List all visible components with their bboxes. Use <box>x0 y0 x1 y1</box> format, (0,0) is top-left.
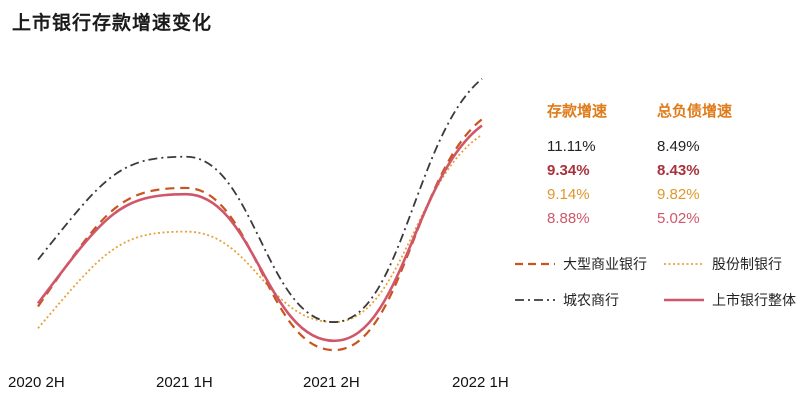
legend-label: 股份制银行 <box>712 256 782 272</box>
legend-item-city-bank: 城农商行 <box>515 290 619 310</box>
legend-label: 上市银行整体 <box>712 292 796 308</box>
table-cell-deposit: 9.34% <box>547 162 590 179</box>
table-cell-deposit: 11.11% <box>547 138 596 155</box>
table-cell-liability: 5.02% <box>657 210 700 227</box>
legend-label: 大型商业银行 <box>563 256 647 272</box>
legend-solid-line-icon <box>664 298 704 302</box>
table-cell-liability: 8.49% <box>657 138 700 155</box>
x-tick-label: 2021 1H <box>156 374 213 391</box>
chart-title: 上市银行存款增速变化 <box>12 13 213 34</box>
x-tick-label: 2020 2H <box>8 374 65 391</box>
legend-dashed-line-icon <box>515 262 555 266</box>
table-header-liability: 总负债增速 <box>657 103 733 120</box>
legend-dotted-line-icon <box>664 263 704 265</box>
legend-label: 城农商行 <box>563 292 619 308</box>
legend-item-overall: 上市银行整体 <box>664 290 796 310</box>
x-tick-label: 2021 2H <box>303 374 360 391</box>
table-cell-liability: 9.82% <box>657 186 700 203</box>
table-cell-deposit: 9.14% <box>547 186 590 203</box>
series-line-2 <box>37 78 483 323</box>
legend-item-large-bank: 大型商业银行 <box>515 254 647 274</box>
legend-dashdot-line-icon <box>515 299 555 301</box>
table-cell-liability: 8.43% <box>657 162 700 179</box>
table-cell-deposit: 8.88% <box>547 210 590 227</box>
table-header-deposit: 存款增速 <box>547 103 608 120</box>
legend-item-joint-stock: 股份制银行 <box>664 254 782 274</box>
x-tick-label: 2022 1H <box>452 374 509 391</box>
series-line-3 <box>36 124 483 343</box>
